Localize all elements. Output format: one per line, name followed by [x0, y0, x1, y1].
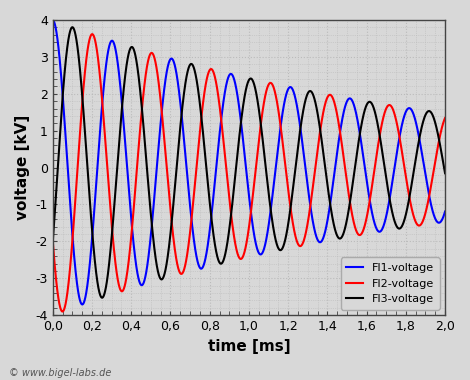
Line: FI1-voltage: FI1-voltage — [53, 20, 445, 304]
FI3-voltage — [121, 82, 127, 87]
FI1-voltage — [50, 18, 55, 22]
FI2-voltage — [50, 239, 55, 244]
Text: © www.bigel-labs.de: © www.bigel-labs.de — [9, 368, 112, 378]
FI3-voltage — [343, 223, 348, 228]
FI2-voltage — [200, 102, 206, 107]
FI2-voltage — [285, 187, 291, 192]
FI1-voltage — [442, 209, 448, 214]
Line: FI2-voltage: FI2-voltage — [53, 34, 445, 312]
FI1-voltage — [343, 103, 348, 107]
FI3-voltage — [305, 90, 311, 95]
Y-axis label: voltage [kV]: voltage [kV] — [15, 115, 30, 220]
FI2-voltage — [373, 160, 378, 165]
FI2-voltage — [343, 170, 348, 174]
FI2-voltage — [60, 309, 65, 314]
FI3-voltage — [99, 295, 105, 300]
FI1-voltage — [285, 87, 291, 92]
FI1-voltage — [79, 302, 85, 307]
FI1-voltage — [305, 186, 311, 191]
FI3-voltage — [50, 239, 55, 244]
FI1-voltage — [200, 265, 205, 269]
FI3-voltage — [442, 171, 448, 176]
FI1-voltage — [121, 127, 127, 132]
FI3-voltage — [200, 129, 206, 133]
FI2-voltage — [305, 218, 311, 223]
Line: FI3-voltage: FI3-voltage — [53, 27, 445, 298]
FI2-voltage — [89, 32, 95, 36]
FI2-voltage — [121, 285, 127, 290]
FI3-voltage — [70, 25, 75, 30]
FI3-voltage — [285, 222, 291, 226]
Legend: FI1-voltage, FI2-voltage, FI3-voltage: FI1-voltage, FI2-voltage, FI3-voltage — [341, 257, 439, 310]
FI3-voltage — [373, 112, 378, 116]
X-axis label: time [ms]: time [ms] — [208, 339, 290, 354]
FI2-voltage — [442, 116, 448, 120]
FI1-voltage — [373, 223, 378, 228]
